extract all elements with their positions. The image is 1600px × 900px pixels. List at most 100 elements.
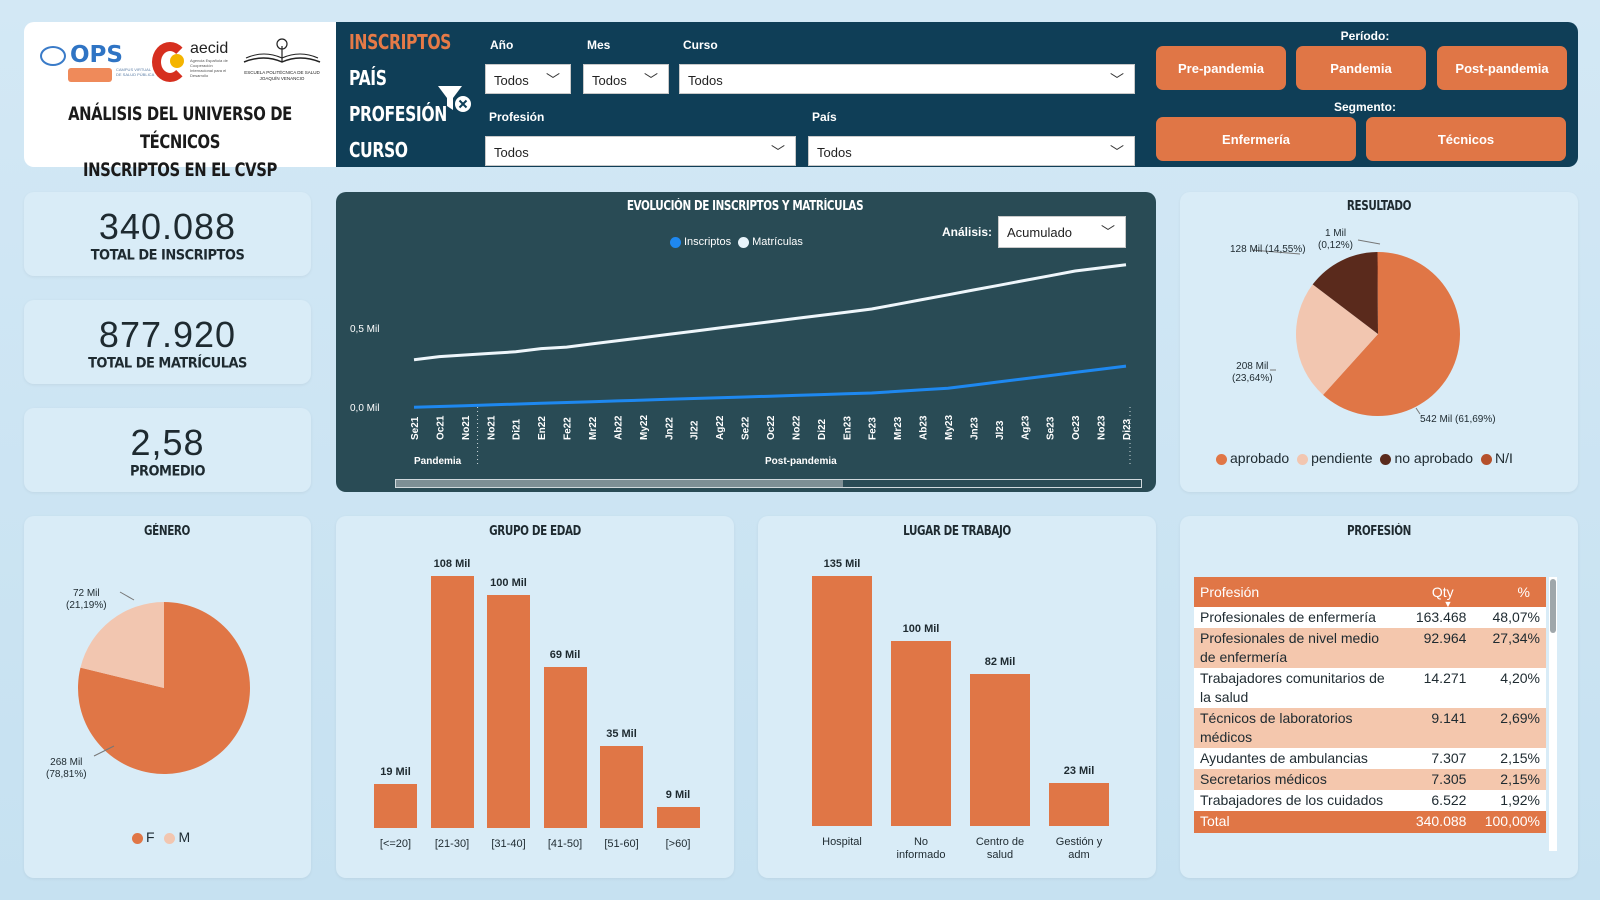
x-tick-label: Jl23 [995,420,1006,440]
post-pandemia-button[interactable]: Post-pandemia [1437,46,1567,90]
bar-value-label: 82 Mil [984,656,1016,669]
x-tick-label: Oc23 [1071,415,1082,440]
resultado-slice-0[interactable] [1323,252,1460,416]
bar-value-label: 19 Mil [380,765,411,778]
chevron-down-icon: ﹀ [546,72,560,88]
resultado-slice-2[interactable] [1312,252,1378,334]
table-scrollbar[interactable] [1549,577,1557,851]
clear-filters-icon[interactable] [436,82,474,116]
bar[interactable] [374,783,417,828]
tecnicos-button[interactable]: Técnicos [1366,117,1566,161]
resultado-slice-3[interactable] [1377,252,1378,334]
pie-label-pendiente: 208 Mil (23,64%) [1232,361,1273,384]
bar-category-label: Hospital [798,836,886,849]
category-line: informado [896,849,946,861]
kpi-value: 340.088 [98,206,237,247]
bar[interactable] [970,674,1030,826]
bar[interactable] [891,640,951,826]
x-tick-label: Oc22 [766,415,777,440]
bar[interactable] [543,667,587,828]
leader-line [93,745,115,757]
filter-curso-select[interactable]: Todos ﹀ [679,64,1135,94]
kpi-card-inscriptos: 340.088 TOTAL DE INSCRIPTOS [24,192,311,276]
horizontal-scrollbar[interactable] [395,479,1142,488]
bar-value-label: 108 Mil [433,558,471,570]
pandemia-button[interactable]: Pandemia [1296,46,1426,90]
trabajo-title: LUGAR DE TRABAJO [903,524,1011,539]
filter-mes-select[interactable]: Todos ﹀ [583,64,669,94]
filter-pais-select[interactable]: Todos ﹀ [808,136,1135,166]
x-tick-label: Ag23 [1020,415,1031,440]
edad-bar-chart: 19 Mil [<=20] 108 Mil [21-30] 100 Mil [31-40]… [336,516,734,878]
genero-slice-0[interactable] [77,602,250,774]
series-line-1 [413,263,1127,362]
x-tick-label: Se22 [741,416,752,440]
x-tick-label: En22 [537,416,548,440]
table-row[interactable]: Secretarios médicos 7.305 2,15% [1194,769,1546,790]
bar[interactable] [1049,783,1109,826]
x-tick-label: Mr22 [588,416,599,440]
bar-value-label: 35 Mil [606,728,637,741]
nav-curso[interactable]: CURSO [349,138,408,162]
x-tick-label: Se23 [1046,416,1057,440]
pre-pandemia-button[interactable]: Pre-pandemia [1156,46,1286,90]
resultado-title: RESULTADO [1346,199,1412,214]
x-tick-label: Ab22 [613,415,624,440]
nav-profesion[interactable]: PROFESIÓN [349,102,447,126]
periodo-label: Período: [1340,29,1390,43]
bar[interactable] [656,807,700,828]
bar-category-label: [41-50] [530,838,601,851]
period-label-post: Post-pandemia [765,456,837,467]
filter-profesion-select[interactable]: Todos ﹀ [485,136,796,166]
x-tick-label: Se21 [410,416,421,440]
scrollbar-thumb[interactable] [1550,579,1556,633]
bar[interactable] [487,594,530,828]
enfermeria-button[interactable]: Enfermería [1156,117,1356,161]
table-row[interactable]: Trabajadores de los cuidados 6.522 1,92% [1194,790,1546,811]
bar[interactable] [430,576,474,828]
kpi-value: 2,58 [130,422,205,463]
bar-category-label: [51-60] [586,838,657,851]
x-tick-label: Ag22 [715,415,726,440]
table-row[interactable]: Técnicos de laboratorios médicos 9.141 2,6… [1194,708,1546,748]
genero-slice-1[interactable] [80,602,164,688]
scrollbar-thumb[interactable] [396,480,843,487]
legend-dot [132,832,143,844]
analysis-select[interactable]: Acumulado ﹀ [998,216,1126,248]
x-tick-label: No22 [791,415,802,440]
category-line: [41-50] [547,838,583,850]
legend-dot [738,236,750,248]
x-tick-label: Oc21 [435,415,446,440]
cell-name: Trabajadores comunitarios de la salud [1194,668,1404,708]
resultado-slice-1[interactable] [1296,284,1378,395]
bar-category-label: Gestión y adm [1035,836,1123,862]
nav-pais[interactable]: PAÍS [349,66,387,90]
filter-label-anio: Año [490,38,514,52]
filter-anio-select[interactable]: Todos ﹀ [485,64,571,94]
col-header-qty[interactable]: Qty ▼ [1404,577,1473,609]
chevron-down-icon: ﹀ [1110,144,1124,160]
nav-inscriptos[interactable]: INSCRIPTOS [349,30,452,54]
cell-name: Secretarios médicos [1194,769,1404,790]
table-row[interactable]: Ayudantes de ambulancias 7.307 2,15% [1194,748,1546,769]
table-row[interactable]: Trabajadores comunitarios de la salud 14.… [1194,668,1546,708]
col-header-profesion[interactable]: Profesión [1194,577,1404,607]
category-line: adm [1068,849,1090,861]
kpi-label: TOTAL DE MATRÍCULAS [88,355,247,372]
category-line: Centro de [975,836,1025,848]
table-row[interactable]: Profesionales de nivel medio de enfermer… [1194,628,1546,668]
profesion-table-wrap: Profesión Qty ▼ % Profesionales de enfer… [1194,577,1546,833]
leader-line [1251,249,1301,255]
resultado-legend: aprobado pendiente no aprobado N/I [1216,450,1513,466]
genero-title: GÉNERO [144,524,190,539]
bar[interactable] [812,576,872,826]
bar-value-label: 9 Mil [665,789,691,801]
x-tick-label: Fe22 [563,417,574,440]
table-row[interactable]: Profesionales de enfermería 163.468 48,07% [1194,607,1546,628]
x-tick-label: Mr23 [893,416,904,440]
genero-pie [77,591,250,774]
col-header-pct[interactable]: % [1472,577,1546,607]
bar-value-label: 135 Mil [823,558,861,570]
bar[interactable] [600,746,643,828]
bar-value-label: 69 Mil [549,649,581,661]
